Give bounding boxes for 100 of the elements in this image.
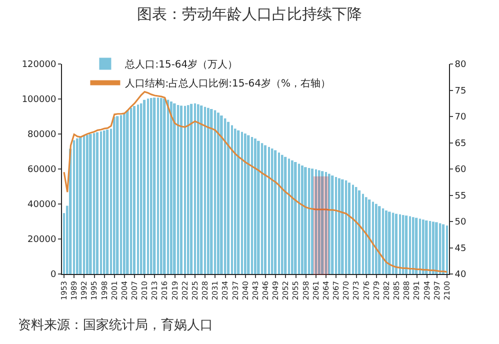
bar — [358, 190, 361, 274]
y-tick-label: 20000 — [28, 235, 56, 246]
bar — [217, 112, 220, 274]
y2-tick-label: 40 — [454, 270, 467, 280]
y-tick-label: 0 — [50, 270, 56, 280]
bar — [167, 100, 170, 274]
bar — [409, 216, 411, 274]
bar — [375, 204, 378, 274]
bar — [197, 104, 200, 274]
bar — [214, 110, 216, 274]
bar — [385, 210, 388, 274]
bar — [184, 106, 186, 274]
bar — [284, 156, 287, 274]
bar — [315, 169, 317, 274]
bar — [395, 214, 398, 274]
bar — [311, 168, 314, 274]
bar — [257, 140, 260, 274]
bar — [130, 108, 132, 274]
text: 资料来源：国家统计局，育娲人口 — [18, 317, 213, 333]
bar — [308, 168, 310, 274]
y2-tick-label: 65 — [454, 138, 466, 149]
bar — [352, 184, 354, 274]
bar — [304, 167, 307, 274]
bar — [345, 180, 348, 274]
bar — [348, 182, 350, 274]
bar — [163, 98, 166, 274]
bar — [247, 135, 250, 274]
bar — [244, 133, 246, 274]
bar — [362, 194, 364, 274]
legend-label: 总人口:15-64岁（万人） — [124, 58, 238, 71]
bar — [177, 104, 180, 274]
bar — [429, 220, 432, 274]
bar — [200, 105, 203, 274]
y2-tick-label: 80 — [454, 60, 467, 70]
bar — [224, 118, 226, 274]
bar — [274, 150, 277, 274]
bar — [422, 220, 424, 274]
bar — [446, 226, 448, 274]
bar — [194, 103, 196, 274]
bar — [73, 140, 76, 274]
bar — [143, 100, 146, 274]
bar — [160, 98, 162, 274]
bar — [251, 136, 254, 274]
bar — [291, 160, 294, 274]
bar — [425, 220, 428, 274]
y2-tick-label: 75 — [454, 86, 466, 96]
bar — [372, 202, 374, 274]
bar — [341, 179, 344, 274]
y2-tick-label: 45 — [454, 244, 466, 254]
bar — [268, 146, 270, 274]
bar — [234, 128, 236, 274]
bar — [190, 104, 193, 274]
bar — [442, 224, 445, 274]
bar — [392, 212, 394, 274]
bar — [220, 115, 223, 274]
bar — [157, 98, 159, 274]
bar — [204, 106, 206, 274]
line-series — [63, 91, 448, 273]
bar — [123, 113, 126, 274]
y-tick-label: 60000 — [28, 165, 56, 176]
bar — [298, 164, 300, 274]
bar — [261, 143, 264, 274]
bar — [126, 110, 129, 274]
bar — [415, 218, 418, 274]
bar — [113, 116, 116, 274]
chart-title: 图表：劳动年龄人口占比持续下降 — [137, 5, 362, 24]
bar — [147, 98, 149, 274]
y-tick-label: 100000 — [22, 95, 56, 106]
bar — [278, 152, 280, 274]
bar — [368, 199, 371, 274]
bar — [103, 130, 106, 274]
bar — [419, 218, 422, 274]
bar — [140, 103, 142, 274]
bar — [207, 108, 210, 274]
bar — [106, 130, 109, 274]
bar — [83, 136, 86, 274]
bar — [86, 134, 88, 274]
bar — [254, 138, 256, 274]
y2-tick-label: 70 — [454, 112, 467, 123]
bar — [288, 158, 290, 274]
bar — [318, 170, 320, 274]
bar — [281, 154, 284, 274]
bar — [294, 162, 297, 274]
bar — [325, 172, 327, 274]
bar — [382, 208, 384, 274]
bar — [120, 115, 122, 274]
y2-tick-label: 50 — [454, 218, 467, 228]
bar — [328, 174, 330, 274]
bar — [331, 175, 334, 274]
bar — [227, 122, 230, 274]
bar — [231, 125, 233, 274]
bar — [237, 130, 240, 274]
bar — [116, 116, 119, 274]
bar — [241, 132, 243, 274]
bar — [153, 98, 156, 274]
bar — [338, 178, 340, 274]
bar — [76, 138, 78, 274]
bar — [89, 134, 92, 274]
bar — [321, 171, 324, 274]
legend-label: 人口结构:占总人口比例:15-64岁（%，右轴） — [125, 78, 331, 90]
